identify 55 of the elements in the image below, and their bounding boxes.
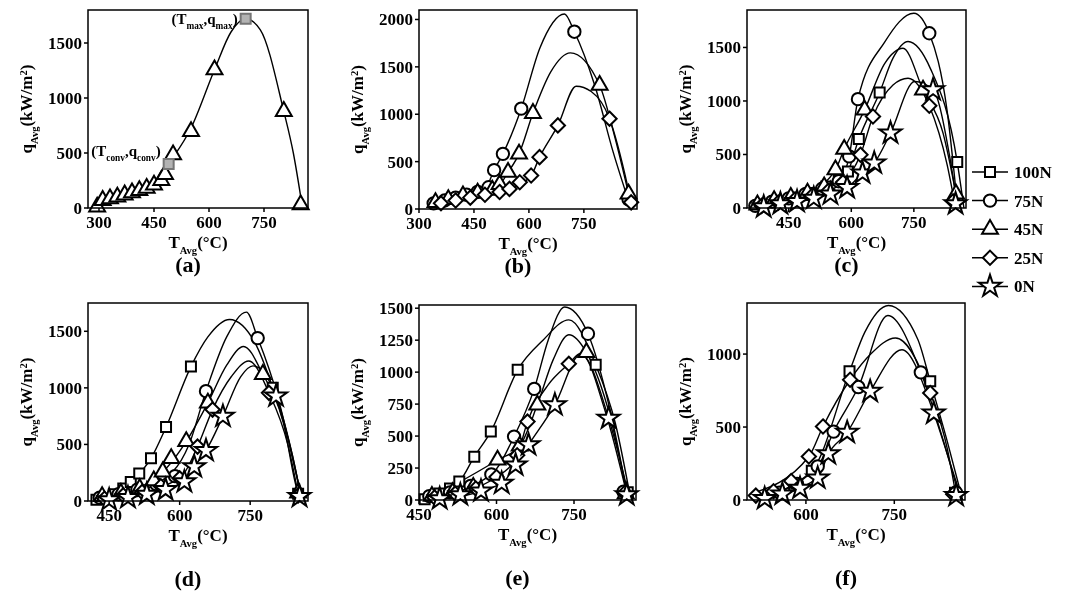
text: (f) [835, 565, 857, 590]
y-tick-label: 1250 [379, 331, 413, 351]
x-tick-label: 600 [838, 213, 865, 232]
x-tick-label: 450 [141, 213, 167, 232]
y-tick-label: 1500 [48, 34, 82, 53]
annotation: (T$_{conv}$,q$_{conv}$) [91, 143, 161, 163]
x-tick-label: 600 [483, 505, 510, 524]
x-tick-label: 750 [561, 505, 587, 524]
legend-label: 75N [1014, 191, 1044, 211]
y-tick-label: 1000 [48, 378, 82, 398]
x-tick-label: 300 [86, 213, 112, 232]
y-tick-label: 500 [56, 144, 82, 163]
legend-label: 100N [1014, 163, 1053, 182]
y-tick-label: 1500 [379, 57, 413, 77]
y-tick-label: 0 [73, 199, 82, 218]
x-tick-label: 750 [571, 214, 597, 233]
x-axis-title: T$_{Avg}$(°C) [168, 526, 228, 549]
x-tick-label: 600 [166, 506, 193, 525]
annotation: (T$_{max}$,q$_{max}$) [171, 11, 238, 31]
x-tick-label: 450 [775, 213, 802, 232]
y-tick-label: 0 [732, 199, 741, 218]
x-tick-label: 450 [96, 506, 122, 525]
text: (e) [505, 565, 530, 590]
legend-label: 25N [1014, 248, 1044, 268]
y-tick-label: 250 [387, 459, 413, 479]
y-tick-label: 500 [715, 145, 741, 165]
x-tick-label: 750 [237, 506, 263, 525]
y-tick-label: 1000 [707, 345, 741, 365]
y-tick-label: 500 [56, 435, 82, 455]
y-tick-label: 500 [715, 418, 741, 438]
x-axis-title: T$_{Avg}$(°C) [826, 525, 886, 548]
y-tick-label: 750 [387, 395, 413, 415]
y-tick-label: 500 [387, 152, 413, 172]
x-axis-title: T$_{Avg}$(°C) [497, 525, 558, 548]
x-tick-label: 750 [881, 505, 908, 524]
y-tick-label: 0 [732, 491, 741, 510]
x-tick-label: 600 [793, 505, 819, 524]
legend-label: 45N [1014, 220, 1044, 240]
y-tick-label: 1500 [48, 322, 82, 342]
y-tick-label: 1000 [707, 91, 741, 111]
legend-label: 0N [1014, 277, 1036, 297]
x-tick-label: 600 [196, 213, 222, 232]
y-tick-label: 1500 [707, 38, 741, 58]
x-tick-label: 750 [251, 213, 277, 232]
y-tick-label: 2000 [379, 10, 413, 30]
y-tick-label: 1000 [48, 89, 82, 108]
y-tick-label: 1000 [379, 105, 413, 125]
y-tick-label: 500 [387, 427, 413, 447]
y-tick-label: 0 [73, 492, 82, 511]
y-tick-label: 1500 [379, 299, 413, 319]
text: (d) [174, 566, 202, 591]
x-tick-label: 750 [901, 213, 927, 232]
x-tick-label: 450 [461, 214, 487, 233]
x-tick-label: 600 [516, 214, 542, 233]
y-tick-label: 1000 [379, 363, 413, 383]
